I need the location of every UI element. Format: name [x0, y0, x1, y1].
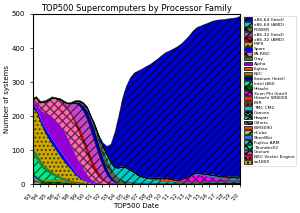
Legend: x86-64 (Intel), x86-64 (AMD), POWER, x86-32 (Intel), x86-32 (AMD), MIPS, Sparc, : x86-64 (Intel), x86-64 (AMD), POWER, x86… — [242, 16, 296, 166]
X-axis label: TOP500 Date: TOP500 Date — [113, 203, 159, 209]
Title: TOP500 Supercomputers by Processor Family: TOP500 Supercomputers by Processor Famil… — [41, 4, 232, 13]
Y-axis label: Number of systems: Number of systems — [4, 65, 10, 133]
